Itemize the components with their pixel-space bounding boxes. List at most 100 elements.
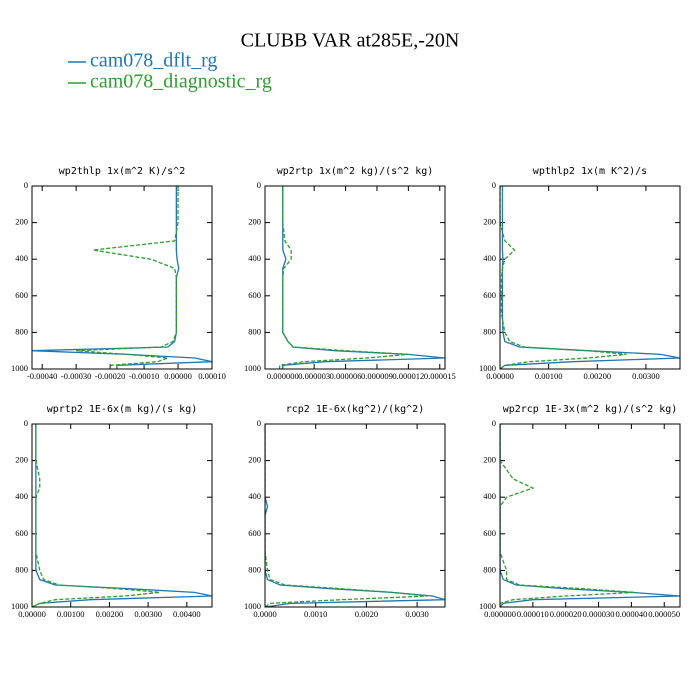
y-tick-label: 400: [248, 491, 261, 501]
legend-entry: cam078_diagnostic_rg: [90, 71, 272, 93]
panel: rcp2 1E-6x(kg^2)/(kg^2) 0 200 400 600 800 1000…: [244, 404, 446, 619]
y-tick-label: 0: [492, 418, 496, 428]
y-tick-label: 0: [257, 180, 261, 190]
figure-title: CLUBB VAR at285E,-20N: [241, 30, 460, 52]
x-tick-label: 0.000012: [392, 371, 424, 381]
y-tick-label: 800: [248, 564, 261, 574]
series-line: [282, 186, 445, 369]
y-tick-label: 200: [483, 455, 496, 465]
y-tick-label: 800: [248, 326, 261, 336]
x-tick-label: -0.00020: [95, 371, 125, 381]
x-tick-label: 0.000030: [583, 609, 615, 619]
y-tick-label: 400: [483, 253, 496, 263]
y-tick-label: 1000: [479, 601, 496, 611]
panel-title: wprtp2 1E-6x(m kg)/(s kg): [47, 404, 198, 415]
panel: wp2rtp 1x(m^2 kg)/(s^2 kg) 0 200 400 600 800 1…: [244, 166, 456, 381]
series-line: [500, 424, 680, 607]
y-tick-label: 400: [15, 253, 28, 263]
x-tick-label: 0.00200: [96, 609, 124, 619]
x-tick-label: 0.0030: [405, 609, 428, 619]
x-tick-label: 0.00300: [632, 371, 660, 381]
plot-frame: [264, 185, 446, 370]
x-tick-label: 0.000015: [424, 371, 456, 381]
x-tick-label: 0.00200: [583, 371, 611, 381]
x-tick-label: 0.000020: [550, 609, 582, 619]
plot-frame: [264, 423, 446, 608]
y-tick-label: 0: [24, 418, 28, 428]
x-tick-label: 0.000050: [648, 609, 680, 619]
y-tick-label: 600: [483, 528, 496, 538]
x-tick-label: -0.00010: [129, 371, 159, 381]
y-tick-label: 1000: [11, 363, 28, 373]
y-tick-label: 400: [15, 491, 28, 501]
y-tick-label: 800: [483, 326, 496, 336]
plot-frame: [499, 185, 681, 370]
x-tick-label: 0.000003: [298, 371, 330, 381]
x-tick-label: 0.000010: [517, 609, 549, 619]
x-tick-label: 0.000000: [484, 609, 516, 619]
panel: wprtp2 1E-6x(m kg)/(s kg) 0 200 400 600 800 10…: [11, 404, 213, 619]
x-tick-label: 0.00300: [134, 609, 162, 619]
x-tick-label: 0.00100: [57, 609, 85, 619]
y-tick-label: 1000: [11, 601, 28, 611]
panel-title: wpthlp2 1x(m K^2)/s: [533, 166, 647, 177]
y-tick-label: 800: [15, 564, 28, 574]
series-line: [500, 186, 680, 369]
x-tick-label: -0.00040: [27, 371, 57, 381]
x-tick-label: 0.00000: [486, 371, 514, 381]
x-tick-label: 0.0020: [355, 609, 378, 619]
y-tick-label: 600: [248, 290, 261, 300]
y-tick-label: 200: [248, 217, 261, 227]
plot-frame: [31, 423, 213, 608]
x-tick-label: 0.00000: [18, 609, 46, 619]
y-tick-label: 1000: [244, 363, 261, 373]
x-tick-label: 0.0000: [253, 609, 276, 619]
x-tick-label: 0.000009: [361, 371, 393, 381]
panel: wp2rcp 1E-3x(m^2 kg)/(s^2 kg) 0 200 400 600 8…: [479, 404, 681, 619]
series-line: [500, 186, 627, 369]
plot-frame: [499, 423, 681, 608]
series-line: [32, 186, 212, 369]
y-tick-label: 600: [15, 290, 28, 300]
y-tick-label: 400: [483, 491, 496, 501]
series-line: [32, 424, 160, 607]
y-tick-label: 200: [15, 455, 28, 465]
series-line: [265, 424, 445, 607]
legend-entry: cam078_dflt_rg: [90, 50, 217, 72]
y-tick-label: 800: [483, 564, 496, 574]
panel-title: wp2rtp 1x(m^2 kg)/(s^2 kg): [277, 166, 434, 177]
series-line: [32, 424, 212, 607]
plot-frame: [31, 185, 213, 370]
panel-title: wp2rcp 1E-3x(m^2 kg)/(s^2 kg): [503, 404, 678, 415]
series-line: [279, 186, 409, 369]
series-line: [500, 424, 635, 607]
panel: wpthlp2 1x(m K^2)/s020040060080010000.00…: [479, 166, 681, 381]
y-tick-label: 400: [248, 253, 261, 263]
y-tick-label: 0: [492, 180, 496, 190]
y-tick-label: 1000: [479, 363, 496, 373]
x-tick-label: 0.0010: [304, 609, 327, 619]
panel-title: rcp2 1E-6x(kg^2)/(kg^2): [286, 404, 424, 415]
x-tick-label: 0.00000: [164, 371, 192, 381]
y-tick-label: 1000: [244, 601, 261, 611]
series-line: [76, 186, 179, 369]
y-tick-label: 800: [15, 326, 28, 336]
y-tick-label: 0: [257, 418, 261, 428]
y-tick-label: 0: [24, 180, 28, 190]
panel: wp2thlp 1x(m^2 K)/s^202004006008001000-0…: [11, 166, 226, 381]
y-tick-label: 600: [15, 528, 28, 538]
x-tick-label: 0.00400: [173, 609, 201, 619]
x-tick-label: -0.00030: [61, 371, 91, 381]
x-tick-label: 0.00100: [535, 371, 563, 381]
x-tick-label: 0.00010: [198, 371, 226, 381]
series-line: [265, 424, 428, 607]
y-tick-label: 200: [15, 217, 28, 227]
y-tick-label: 200: [483, 217, 496, 227]
x-tick-label: 0.000006: [330, 371, 362, 381]
panel-title: wp2thlp 1x(m^2 K)/s^2: [59, 166, 185, 177]
x-tick-label: 0.000040: [615, 609, 647, 619]
x-tick-label: 0.000000: [267, 371, 299, 381]
y-tick-label: 600: [483, 290, 496, 300]
y-tick-label: 600: [248, 528, 261, 538]
